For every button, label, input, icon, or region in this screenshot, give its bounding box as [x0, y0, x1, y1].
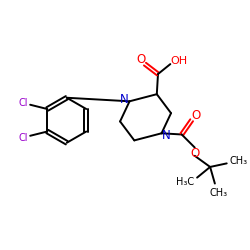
Text: N: N: [162, 129, 171, 142]
Text: N: N: [120, 93, 129, 106]
Text: Cl: Cl: [19, 98, 28, 108]
Text: Cl: Cl: [19, 133, 28, 143]
Text: H₃C: H₃C: [176, 177, 194, 187]
Text: OH: OH: [171, 56, 188, 66]
Text: O: O: [191, 109, 200, 122]
Text: CH₃: CH₃: [209, 188, 228, 198]
Text: O: O: [136, 53, 145, 66]
Text: CH₃: CH₃: [230, 156, 248, 166]
Text: O: O: [190, 147, 199, 160]
